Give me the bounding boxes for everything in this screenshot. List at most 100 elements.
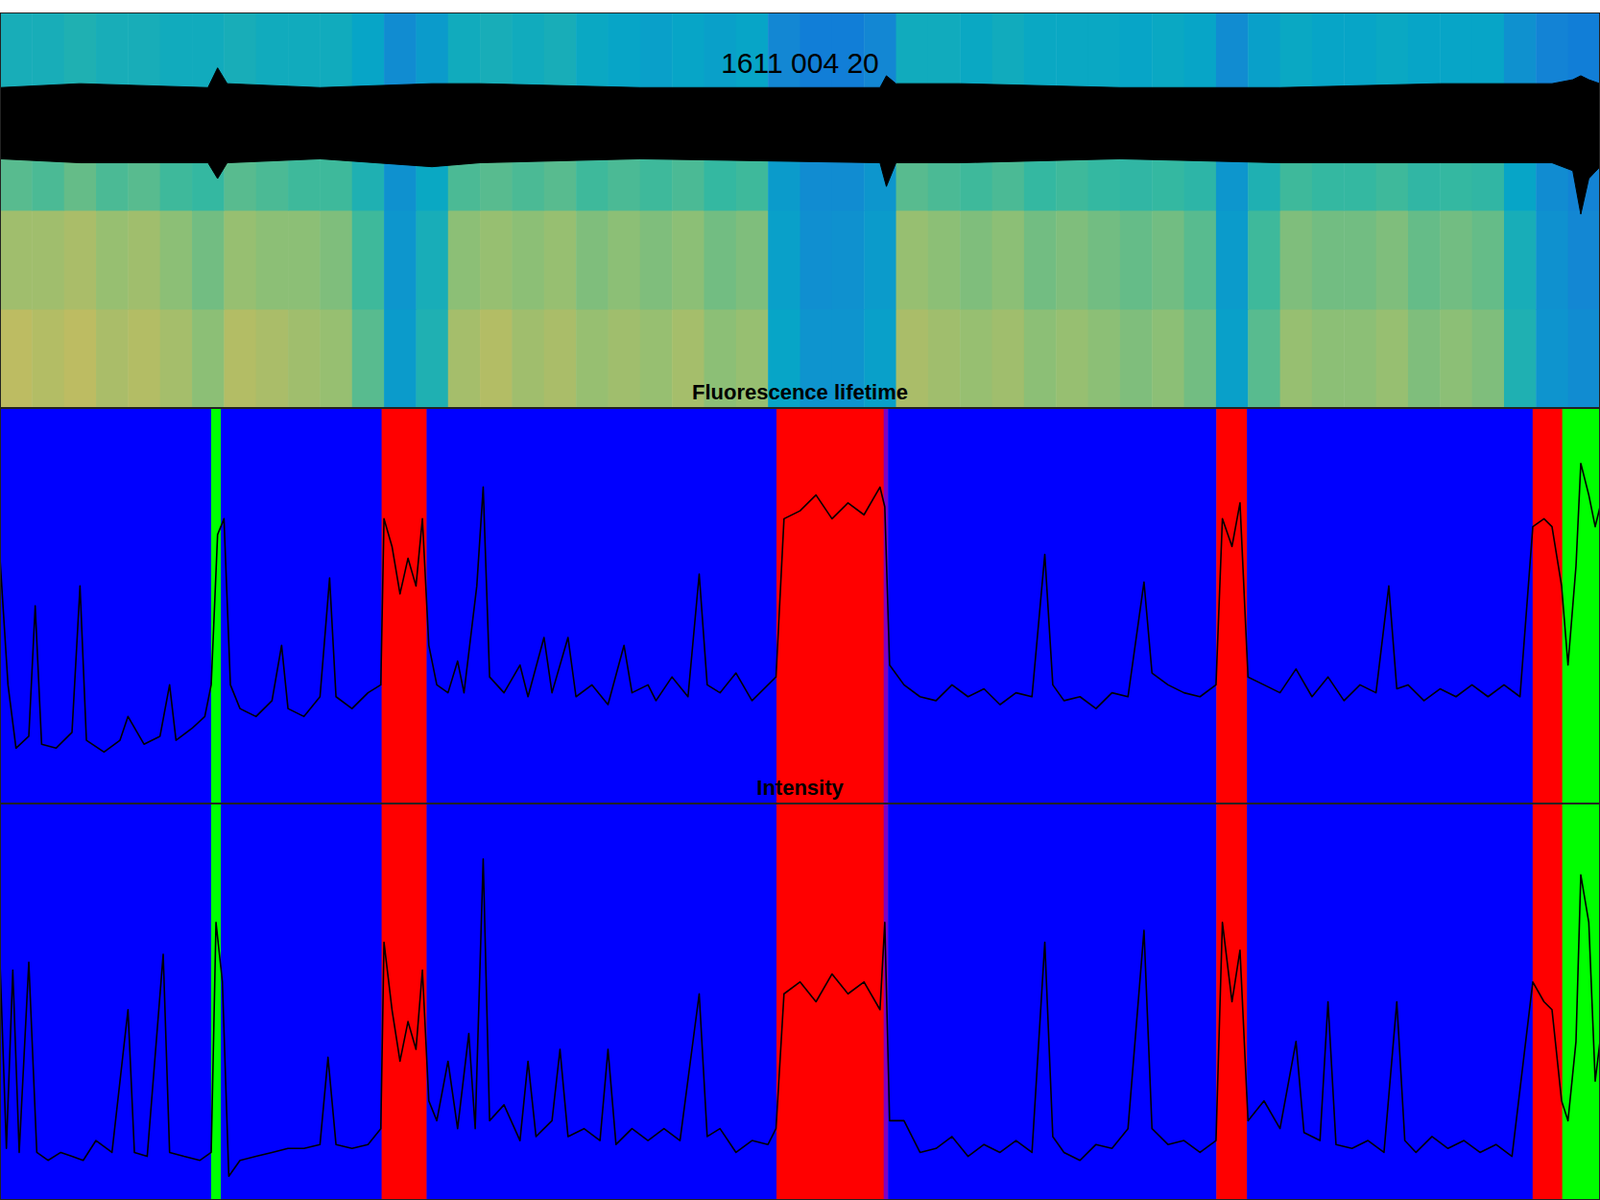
- spectrogram-cell: [127, 210, 161, 311]
- state-band: [0, 407, 213, 804]
- spectrogram-cell: [95, 210, 129, 311]
- spectrogram-cell: [448, 309, 481, 408]
- spectrogram-cell: [1088, 210, 1122, 311]
- spectrogram-cell: [1439, 210, 1473, 311]
- spectrogram-cell: [287, 210, 321, 311]
- spectrogram-cell: [800, 210, 834, 311]
- spectrogram-cell: [256, 309, 289, 408]
- spectrogram-cell: [1312, 210, 1345, 311]
- spectrogram-cell: [1343, 210, 1377, 311]
- trace-line: [0, 859, 1600, 1176]
- state-band: [776, 803, 884, 1200]
- spectrogram-cell: [544, 309, 577, 408]
- spectrogram-cell: [415, 210, 449, 311]
- spectrogram-cell: [1504, 309, 1537, 408]
- spectrogram-cell: [1247, 309, 1281, 408]
- spectrogram-cell: [160, 309, 193, 408]
- background: [0, 0, 1600, 1200]
- panel-frame: [0, 408, 1600, 804]
- figure-root: 1611 004 20Fluorescence lifetimeIntensit…: [0, 0, 1600, 1200]
- spectrogram-cell: [1504, 210, 1537, 311]
- spectrogram-cell: [479, 309, 513, 408]
- spectrogram-cell: [1088, 309, 1122, 408]
- spectrogram-cell: [191, 309, 225, 408]
- spectrogram-cell: [256, 210, 289, 311]
- state-band: [426, 407, 777, 804]
- spectrogram-cell: [767, 210, 801, 311]
- state-band: [776, 407, 884, 804]
- state-band: [887, 407, 1218, 804]
- spectrogram-cell: [1120, 309, 1153, 408]
- plot-area: [0, 803, 1600, 1200]
- spectrogram-cell: [0, 309, 33, 408]
- spectrogram-cell: [383, 309, 417, 408]
- panel-frame: [0, 804, 1600, 1200]
- spectrogram-cell: [352, 309, 385, 408]
- spectrogram-cell: [479, 210, 513, 311]
- spectrogram-cell: [607, 309, 641, 408]
- spectrogram-cell: [896, 210, 930, 311]
- figure: 1611 004 20Fluorescence lifetimeIntensit…: [0, 0, 1600, 1200]
- spectrogram-cell: [1024, 210, 1057, 311]
- spectrogram-cell: [160, 210, 193, 311]
- spectrogram-cell: [1247, 210, 1281, 311]
- spectrogram-cell: [415, 309, 449, 408]
- spectrogram-cell: [575, 309, 609, 408]
- spectrogram-cell: [640, 210, 673, 311]
- spectrogram-cell: [928, 210, 961, 311]
- spectrogram-cell: [1312, 309, 1345, 408]
- spectrogram-cell: [640, 309, 673, 408]
- spectrogram-cell: [511, 309, 545, 408]
- spectrogram-cell: [191, 210, 225, 311]
- spectrogram-cell: [959, 309, 993, 408]
- spectrogram-cell: [928, 309, 961, 408]
- plot-area: [0, 12, 1600, 408]
- spectrogram-cell: [0, 210, 33, 311]
- eeg-trace: [0, 68, 1600, 215]
- spectrogram-cell: [1472, 309, 1505, 408]
- spectrogram-cell: [703, 210, 737, 311]
- spectrogram-cell: [1535, 309, 1569, 408]
- state-band: [220, 803, 383, 1200]
- panel-title: Fluorescence lifetime: [692, 380, 908, 405]
- spectrogram-cell: [127, 309, 161, 408]
- state-band: [1216, 407, 1247, 804]
- spectrogram-cell: [511, 210, 545, 311]
- spectrogram-cell: [1120, 210, 1153, 311]
- state-band: [1562, 803, 1600, 1200]
- state-band: [1246, 803, 1533, 1200]
- spectrogram-cell: [832, 210, 865, 311]
- spectrogram-cell: [1535, 210, 1569, 311]
- spectrogram-cell: [1568, 309, 1600, 408]
- spectrogram-cell: [352, 210, 385, 311]
- state-band: [211, 803, 222, 1200]
- spectrogram-cell: [671, 210, 705, 311]
- spectrogram-cell: [448, 210, 481, 311]
- spectrogram-cell: [992, 210, 1026, 311]
- spectrogram-cell: [575, 210, 609, 311]
- spectrogram-cell: [959, 210, 993, 311]
- spectrogram-cell: [287, 309, 321, 408]
- spectrogram-cell: [383, 210, 417, 311]
- spectrogram-cell: [1184, 309, 1218, 408]
- panel-title: Intensity: [756, 775, 844, 800]
- spectrogram-cell: [64, 210, 97, 311]
- spectrogram-cell: [1151, 210, 1185, 311]
- spectrogram-cell: [1280, 210, 1314, 311]
- spectrogram-cell: [1408, 210, 1441, 311]
- trace-line: [0, 463, 1600, 753]
- spectrogram-cell: [736, 210, 769, 311]
- spectrogram-cell: [1408, 309, 1441, 408]
- spectrogram-cell: [992, 309, 1026, 408]
- spectrogram-cell: [1343, 309, 1377, 408]
- state-band: [211, 407, 222, 804]
- spectrogram-cell: [31, 309, 65, 408]
- state-band: [1532, 407, 1563, 804]
- spectrogram-cell: [544, 210, 577, 311]
- spectrogram-cell: [1055, 309, 1089, 408]
- spectrogram-cell: [1216, 210, 1249, 311]
- spectrogram-cell: [863, 210, 897, 311]
- plot-area: [0, 407, 1600, 804]
- spectrogram-cell: [319, 309, 353, 408]
- spectrogram-cell: [1376, 210, 1409, 311]
